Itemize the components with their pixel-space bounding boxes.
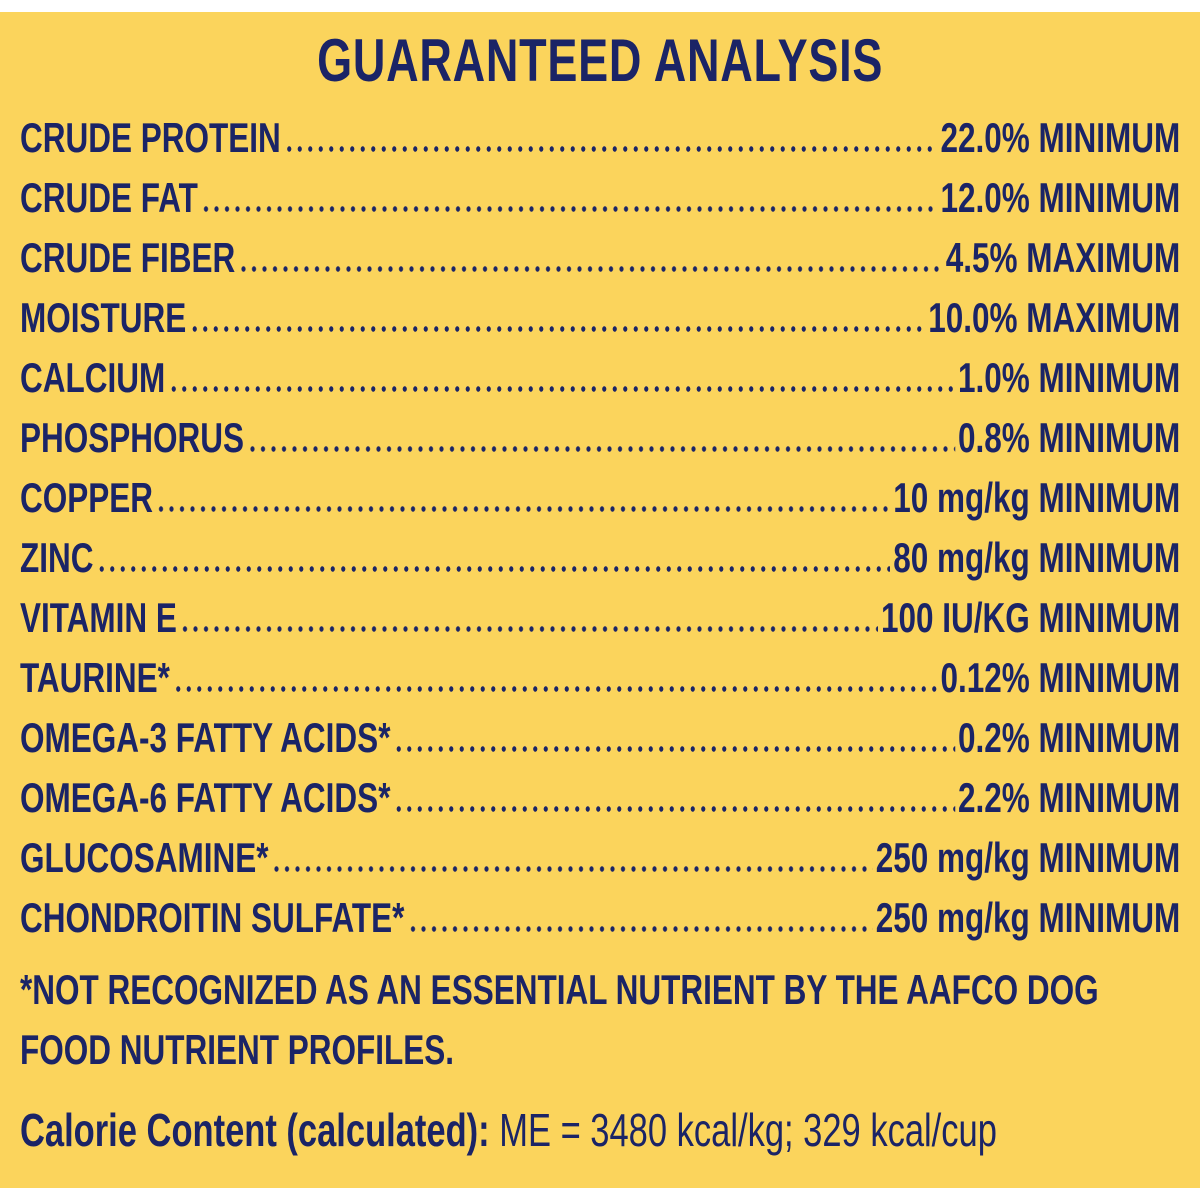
analysis-row: CALCIUM 1.0% MINIMUM [20,348,1180,408]
nutrient-value: 12.0% MINIMUM [940,174,1181,221]
nutrient-name: COPPER [20,474,154,521]
dot-leader [393,806,955,812]
analysis-rows: CRUDE PROTEIN 22.0% MINIMUM CRUDE FAT 12.0%… [20,108,1180,948]
dot-leader [407,926,873,932]
nutrient-value: 0.2% MINIMUM [957,714,1181,761]
analysis-row: CHONDROITIN SULFATE* 250 mg/kg MINIMUM [20,888,1180,948]
dot-leader [96,566,891,572]
calorie-label: Calorie Content (calculated): [20,1104,490,1156]
nutrient-value: 10 mg/kg MINIMUM [893,474,1181,521]
analysis-row: OMEGA-3 FATTY ACIDS* 0.2% MINIMUM [20,708,1180,768]
analysis-row: GLUCOSAMINE* 250 mg/kg MINIMUM [20,828,1180,888]
label-panel: GUARANTEED ANALYSIS CRUDE PROTEIN 22.0% M… [0,12,1200,1188]
dot-leader [247,446,955,452]
title: GUARANTEED ANALYSIS [317,27,884,94]
nutrient-value: 250 mg/kg MINIMUM [875,894,1181,941]
nutrient-value: 2.2% MINIMUM [957,774,1181,821]
dot-leader [172,686,938,692]
dot-leader [156,506,891,512]
nutrient-name: TAURINE* [20,654,170,701]
nutrient-name: GLUCOSAMINE* [20,834,269,881]
nutrient-value: 1.0% MINIMUM [957,354,1181,401]
nutrient-value: 22.0% MINIMUM [940,114,1181,161]
nutrient-name: PHOSPHORUS [20,414,245,461]
nutrient-name: ZINC [20,534,94,581]
nutrient-name: CALCIUM [20,354,166,401]
analysis-row: COPPER 10 mg/kg MINIMUM [20,468,1180,528]
nutrient-name: OMEGA-6 FATTY ACIDS* [20,774,391,821]
nutrient-value: 0.12% MINIMUM [940,654,1181,701]
dot-leader [271,866,873,872]
nutrient-value: 100 IU/KG MINIMUM [880,594,1181,641]
nutrient-value: 0.8% MINIMUM [957,414,1181,461]
dot-leader [168,386,955,392]
nutrient-name: MOISTURE [20,294,187,341]
dot-leader [238,266,943,272]
dot-leader [179,626,878,632]
nutrient-name: OMEGA-3 FATTY ACIDS* [20,714,391,761]
footnote: *NOT RECOGNIZED AS AN ESSENTIAL NUTRIENT… [20,966,1099,1073]
nutrient-name: CHONDROITIN SULFATE* [20,894,405,941]
dot-leader [393,746,955,752]
analysis-row: CRUDE FIBER 4.5% MAXIMUM [20,228,1180,288]
dot-leader [283,146,938,152]
nutrient-name: CRUDE FIBER [20,234,236,281]
nutrient-value: 80 mg/kg MINIMUM [893,534,1181,581]
analysis-row: PHOSPHORUS 0.8% MINIMUM [20,408,1180,468]
nutrient-name: VITAMIN E [20,594,177,641]
analysis-row: TAURINE* 0.12% MINIMUM [20,648,1180,708]
nutrient-name: CRUDE PROTEIN [20,114,281,161]
analysis-row: CRUDE FAT 12.0% MINIMUM [20,168,1180,228]
analysis-row: OMEGA-6 FATTY ACIDS* 2.2% MINIMUM [20,768,1180,828]
analysis-row: MOISTURE 10.0% MAXIMUM [20,288,1180,348]
nutrient-value: 10.0% MAXIMUM [928,294,1181,341]
calorie-value: ME = 3480 kcal/kg; 329 kcal/cup [499,1104,997,1156]
content: GUARANTEED ANALYSIS CRUDE PROTEIN 22.0% M… [20,26,1180,1160]
nutrient-value: 4.5% MAXIMUM [945,234,1181,281]
analysis-row: VITAMIN E 100 IU/KG MINIMUM [20,588,1180,648]
analysis-row: CRUDE PROTEIN 22.0% MINIMUM [20,108,1180,168]
dot-leader [200,206,938,212]
calorie-content: Calorie Content (calculated): ME = 3480 … [20,1100,1180,1160]
nutrient-value: 250 mg/kg MINIMUM [875,834,1181,881]
analysis-row: ZINC 80 mg/kg MINIMUM [20,528,1180,588]
dot-leader [189,326,926,332]
nutrient-name: CRUDE FAT [20,174,198,221]
